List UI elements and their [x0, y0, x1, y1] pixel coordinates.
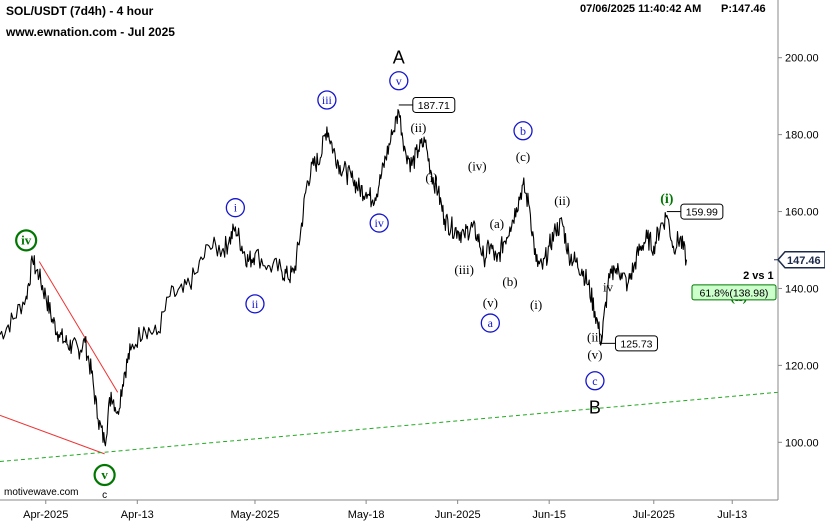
fib-level-label: 61.8%(138.98)	[691, 284, 777, 301]
trendline-layer	[0, 261, 779, 463]
wave-label: iv	[603, 280, 614, 295]
current-price-tag	[777, 251, 825, 269]
wave-label-text: iv	[21, 232, 32, 247]
wave-circle	[389, 71, 409, 91]
wave-label-text: iv	[375, 216, 384, 230]
wave-label-circled: iv	[15, 229, 38, 252]
wave-label-text: c	[592, 374, 597, 388]
wave-label: (iii)	[454, 262, 474, 277]
price-series-layer	[0, 109, 688, 447]
callout-value: 187.71	[418, 100, 450, 112]
chart-title: SOL/USDT (7d4h) - 4 hour	[6, 4, 154, 18]
callout-value: 125.73	[620, 338, 652, 350]
trendline	[0, 414, 105, 455]
wave-label-major: B	[589, 398, 601, 418]
fib-text: 61.8%(138.98)	[700, 287, 769, 299]
wave-label: (ii)	[554, 193, 570, 208]
callout-box	[614, 335, 658, 352]
wave-circle	[585, 371, 605, 391]
wave-label-major: A	[393, 48, 405, 68]
wave-label-circled: i	[225, 198, 246, 218]
site-subtitle: www.ewnation.com - Jul 2025	[5, 25, 175, 39]
wave-label: (v)	[587, 347, 602, 362]
wave-label: (c)	[516, 149, 530, 164]
wave-circle	[369, 213, 389, 233]
wave-circle	[15, 229, 38, 252]
wave-label: (i)	[660, 192, 674, 207]
wave-label-note: 2 vs 1	[743, 270, 774, 282]
wave-circle	[245, 294, 265, 314]
trendline	[0, 391, 779, 463]
watermark: motivewave.com	[4, 487, 78, 498]
x-tick-label: Jul-13	[717, 509, 747, 521]
wave-label-text: v	[396, 74, 402, 88]
wave-label-circled: iv	[369, 213, 389, 233]
price-callout: 187.71	[398, 96, 456, 113]
wave-label-circled: a	[480, 313, 500, 333]
x-tick-label: Apr-13	[121, 509, 154, 521]
y-tick-label: 100.00	[785, 437, 819, 449]
wave-label-text: i	[234, 201, 238, 215]
fib-box	[691, 284, 777, 301]
wave-label-text: b	[520, 124, 526, 138]
x-tick-label: Apr-2025	[23, 509, 68, 521]
timestamp: 07/06/2025 11:40:42 AM	[580, 3, 701, 15]
wave-label-text: iii	[322, 93, 333, 107]
x-tick-label: Jun-2025	[435, 509, 481, 521]
wave-label-text: a	[488, 316, 494, 330]
wave-label: (b)	[502, 274, 517, 289]
price-callout: 159.99	[666, 203, 724, 220]
wave-label-small: c	[102, 490, 107, 501]
y-tick-label: 140.00	[785, 283, 819, 295]
callout-value: 159.99	[686, 207, 718, 219]
callout-box	[412, 96, 456, 113]
wave-label-circled: b	[513, 121, 533, 141]
wave-circle	[225, 198, 246, 218]
wave-label: (ii)	[410, 120, 426, 135]
wave-label: (iv)	[468, 158, 487, 173]
wave-label: (a)	[490, 216, 504, 231]
wave-label: (v)	[483, 295, 498, 310]
x-tick-label: Jun-15	[532, 509, 566, 521]
x-tick-label: Jul-2025	[633, 509, 675, 521]
wave-label-circled: v	[93, 463, 116, 487]
wave-label-circled: ii	[245, 294, 265, 314]
y-tick-label: 160.00	[785, 207, 819, 219]
wave-circle	[317, 90, 337, 110]
wave-label-circled: iii	[317, 90, 337, 110]
header-layer: SOL/USDT (7d4h) - 4 hour www.ewnation.co…	[5, 3, 766, 39]
x-tick-label: May-2025	[231, 509, 280, 521]
callout-box	[680, 203, 724, 220]
y-tick-label: 180.00	[785, 130, 819, 142]
wave-circle	[513, 121, 533, 141]
wave-labels-layer: ivvciiiiiiivvA(ii)(i)(iv)(iii)(a)(b)(v)a…	[15, 48, 774, 501]
price-readout: P:147.46	[721, 3, 766, 15]
x-tick-label: May-18	[348, 509, 385, 521]
wave-label: (i)	[425, 170, 437, 185]
wave-label: (i)	[530, 297, 542, 312]
price-line	[0, 109, 688, 447]
trendline	[38, 261, 119, 393]
current-price-label: 147.46	[787, 255, 821, 267]
wave-label: (ii)	[587, 330, 603, 345]
wave-label-text: ii	[252, 297, 259, 311]
price-callouts-layer: 187.71 159.99 125.73 61.8%(138.98)	[398, 96, 777, 352]
wave-circle	[93, 463, 116, 487]
wave-circle	[480, 313, 500, 333]
wave-label-circled: c	[585, 371, 605, 391]
wave-label-text: v	[101, 467, 108, 482]
wave-label-circled: v	[389, 71, 409, 91]
y-tick-label: 120.00	[785, 360, 819, 372]
y-tick-label: 200.00	[785, 53, 819, 65]
price-callout: 125.73	[601, 335, 658, 352]
